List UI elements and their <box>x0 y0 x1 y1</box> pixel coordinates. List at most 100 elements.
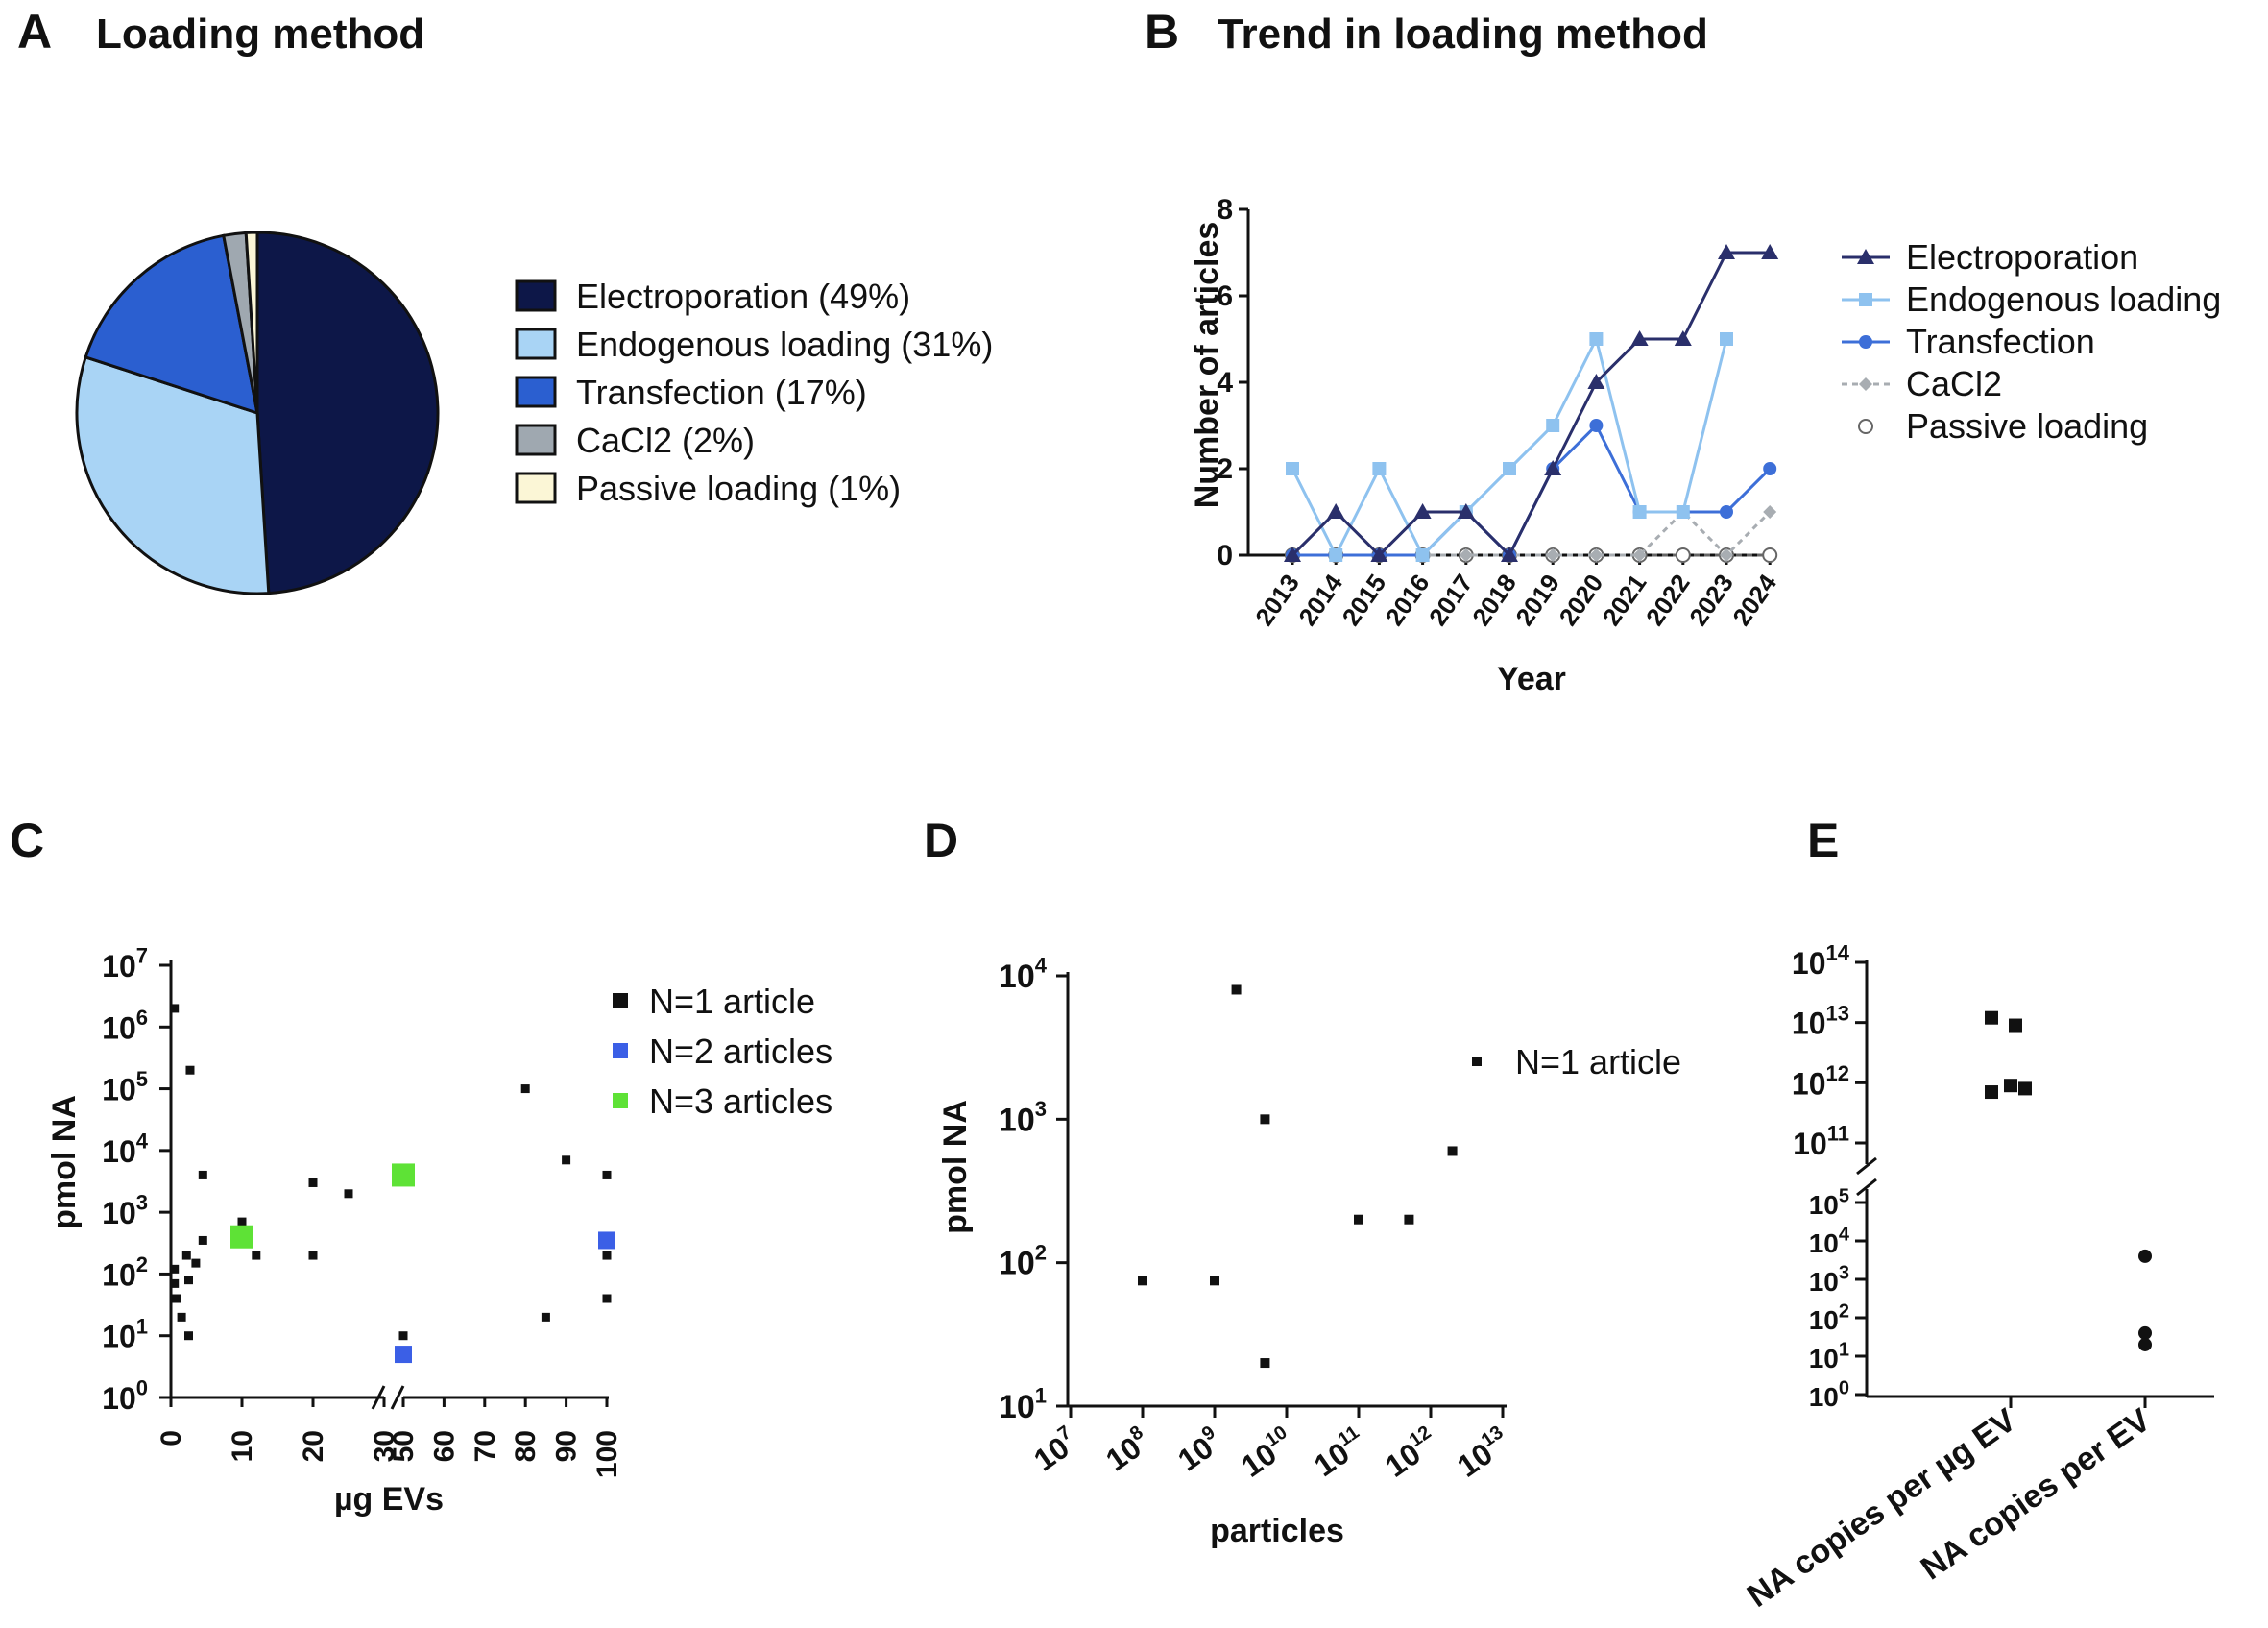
series-line <box>1291 334 1728 559</box>
y-tick-label: 1012 <box>1792 1061 1849 1101</box>
data-point <box>2018 1081 2032 1096</box>
legend-swatch <box>613 1043 628 1058</box>
legend-label: Endogenous loading <box>1906 279 2221 319</box>
panel-b-x-axis-label: Year <box>1497 661 1566 697</box>
x-tick-label: 2016 <box>1380 569 1436 631</box>
data-point <box>2009 1018 2022 1033</box>
panel-b-title: Trend in loading method <box>1218 11 1708 58</box>
pie-slice <box>244 231 259 414</box>
legend-label: N=3 articles <box>649 1081 832 1121</box>
legend-label: Electroporation <box>1906 237 2138 277</box>
series-marker <box>1327 503 1345 519</box>
series-marker <box>1630 330 1649 346</box>
panel-c-y-axis-label: pmol NA <box>46 1095 83 1229</box>
data-point <box>1210 1276 1219 1286</box>
series-marker <box>1415 548 1430 562</box>
y-tick-label: 103 <box>102 1191 148 1230</box>
series-marker <box>1675 547 1691 563</box>
x-tick-label: 60 <box>428 1430 460 1462</box>
scatter-legend-c: N=1 article N=2 articles N=3 articles <box>613 982 832 1121</box>
data-point <box>520 1084 530 1094</box>
pie-legend: Electroporation (49%) Endogenous loading … <box>515 277 993 508</box>
series-line <box>1292 423 1772 558</box>
data-point <box>1447 1146 1458 1156</box>
series-marker <box>1763 462 1777 475</box>
x-tick-label: NA copies per EV <box>1915 1401 2158 1587</box>
y-tick-label: 101 <box>102 1314 148 1353</box>
y-tick-label: 101 <box>999 1384 1047 1425</box>
series-marker <box>1546 419 1560 432</box>
y-tick-label: 104 <box>102 1129 149 1168</box>
legend-label: Transfection (17%) <box>576 373 867 412</box>
data-point <box>184 1276 193 1285</box>
data-point <box>181 1251 191 1260</box>
series-line <box>1291 251 1771 558</box>
data-point <box>541 1312 550 1322</box>
series-marker <box>1286 462 1299 475</box>
y-tick-label: 2 <box>1217 453 1233 485</box>
series-marker <box>1284 547 1301 562</box>
panel-c-letter: C <box>10 814 44 867</box>
x-tick-label: 1013 <box>1450 1421 1516 1484</box>
series-marker <box>1762 547 1778 563</box>
data-point <box>1354 1214 1363 1225</box>
y-tick-label: 0 <box>1217 540 1233 571</box>
panel-b-y-axis-label: Number of articles <box>1189 222 1225 509</box>
series-marker <box>1720 332 1733 346</box>
legend-label: N=1 article <box>649 982 815 1021</box>
x-tick-label: 107 <box>1026 1421 1084 1477</box>
y-tick-label: 100 <box>1809 1377 1849 1412</box>
data-point <box>598 1231 615 1250</box>
legend-swatch <box>1472 1057 1482 1066</box>
legend-swatch <box>515 472 557 504</box>
legend-swatch <box>515 328 557 360</box>
panel-e-letter: E <box>1807 814 1839 867</box>
panel-b-letter: B <box>1145 5 1179 59</box>
series-marker <box>1503 462 1516 475</box>
y-tick-label: 106 <box>102 1006 148 1045</box>
legend-swatch <box>515 279 557 312</box>
data-point <box>170 1264 180 1274</box>
data-point <box>398 1331 408 1341</box>
x-tick-label: 109 <box>1170 1421 1228 1477</box>
legend-swatch <box>515 376 557 408</box>
x-tick-label: 1010 <box>1234 1421 1300 1484</box>
data-point <box>308 1251 318 1260</box>
series-marker <box>1632 505 1647 519</box>
series-marker <box>1857 249 1874 264</box>
data-point <box>392 1163 415 1187</box>
x-tick-label: 20 <box>298 1430 329 1462</box>
pie-chart <box>75 231 440 595</box>
y-tick-label: 102 <box>102 1252 148 1292</box>
y-tick-label: 101 <box>1809 1339 1849 1373</box>
pie-slice <box>75 355 271 595</box>
panel-a-letter: A <box>17 5 52 59</box>
series-marker <box>1859 293 1872 306</box>
pie-slice <box>84 233 259 416</box>
x-tick-label: 2020 <box>1554 569 1609 631</box>
line-chart: 0246820132014201520162017201820192020202… <box>1217 194 1782 631</box>
data-point <box>252 1251 261 1260</box>
y-tick-label: 104 <box>1809 1224 1850 1258</box>
y-tick-label: 103 <box>999 1097 1047 1138</box>
x-tick-label: 2023 <box>1683 569 1739 631</box>
legend-label: Passive loading (1%) <box>576 469 901 508</box>
data-point <box>198 1235 207 1245</box>
panel-c-x-axis-label: µg EVs <box>334 1481 444 1518</box>
y-tick-label: 105 <box>1809 1185 1849 1220</box>
data-point <box>2138 1249 2152 1263</box>
series-marker <box>1544 460 1562 475</box>
data-point <box>177 1312 186 1322</box>
data-point <box>602 1294 612 1303</box>
data-point <box>344 1189 353 1199</box>
legend-swatch <box>613 1093 628 1108</box>
series-marker <box>1761 244 1779 259</box>
x-tick-label: 2022 <box>1640 569 1696 631</box>
series-marker <box>1589 548 1604 562</box>
series-marker <box>1720 505 1733 519</box>
data-point <box>562 1155 571 1165</box>
